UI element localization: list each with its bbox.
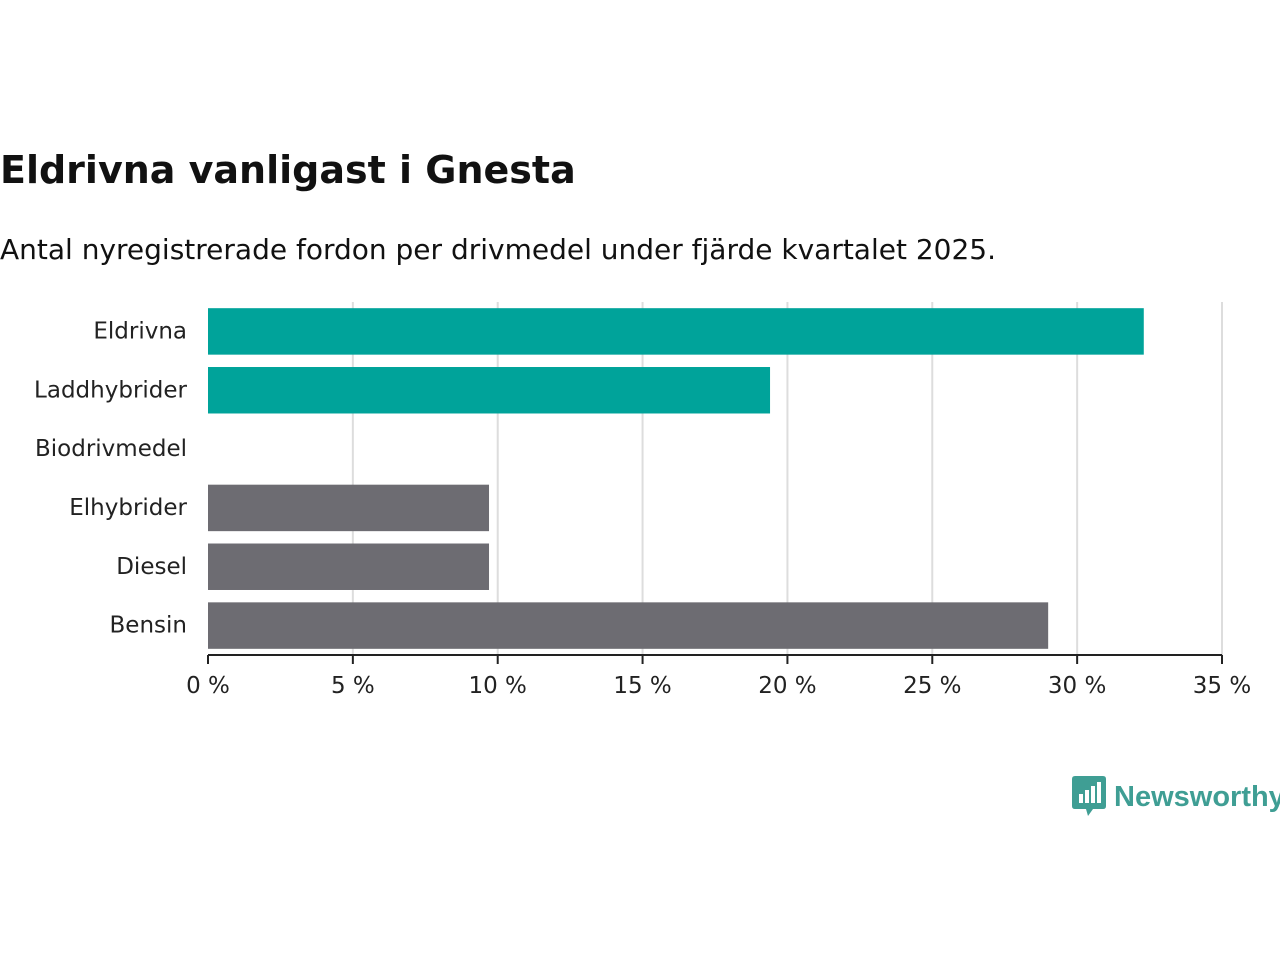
x-tick-label-4: 20 % bbox=[758, 673, 816, 699]
bar-bensin bbox=[208, 602, 1049, 649]
bar-eldrivna bbox=[208, 308, 1144, 355]
x-tick-label-7: 35 % bbox=[1193, 673, 1251, 699]
bar-elhybrider bbox=[208, 484, 490, 532]
bar-chart-speech-bubble-icon bbox=[1072, 776, 1106, 816]
x-tick-label-3: 15 % bbox=[613, 673, 671, 699]
category-label-diesel: Diesel bbox=[116, 554, 187, 580]
x-tick-label-2: 10 % bbox=[468, 673, 526, 699]
bar-laddhybrider bbox=[208, 367, 771, 414]
chart-subtitle: Antal nyregistrerade fordon per drivmede… bbox=[0, 233, 997, 266]
x-tick-label-5: 25 % bbox=[903, 673, 961, 699]
category-label-eldrivna: Eldrivna bbox=[93, 318, 187, 344]
chart-title: Eldrivna vanligast i Gnesta bbox=[0, 148, 576, 192]
bar-diesel bbox=[208, 543, 490, 590]
category-label-laddhybrider: Laddhybrider bbox=[34, 377, 187, 403]
x-tick-label-0: 0 % bbox=[186, 673, 230, 699]
category-label-bensin: Bensin bbox=[110, 613, 187, 639]
category-label-elhybrider: Elhybrider bbox=[69, 495, 187, 521]
x-tick-label-1: 5 % bbox=[331, 673, 375, 699]
category-label-biodrivmedel: Biodrivmedel bbox=[35, 436, 187, 462]
logo-text: Newsworthy bbox=[1114, 780, 1280, 813]
newsworthy-logo: Newsworthy bbox=[1072, 776, 1280, 818]
x-tick-label-6: 30 % bbox=[1048, 673, 1106, 699]
